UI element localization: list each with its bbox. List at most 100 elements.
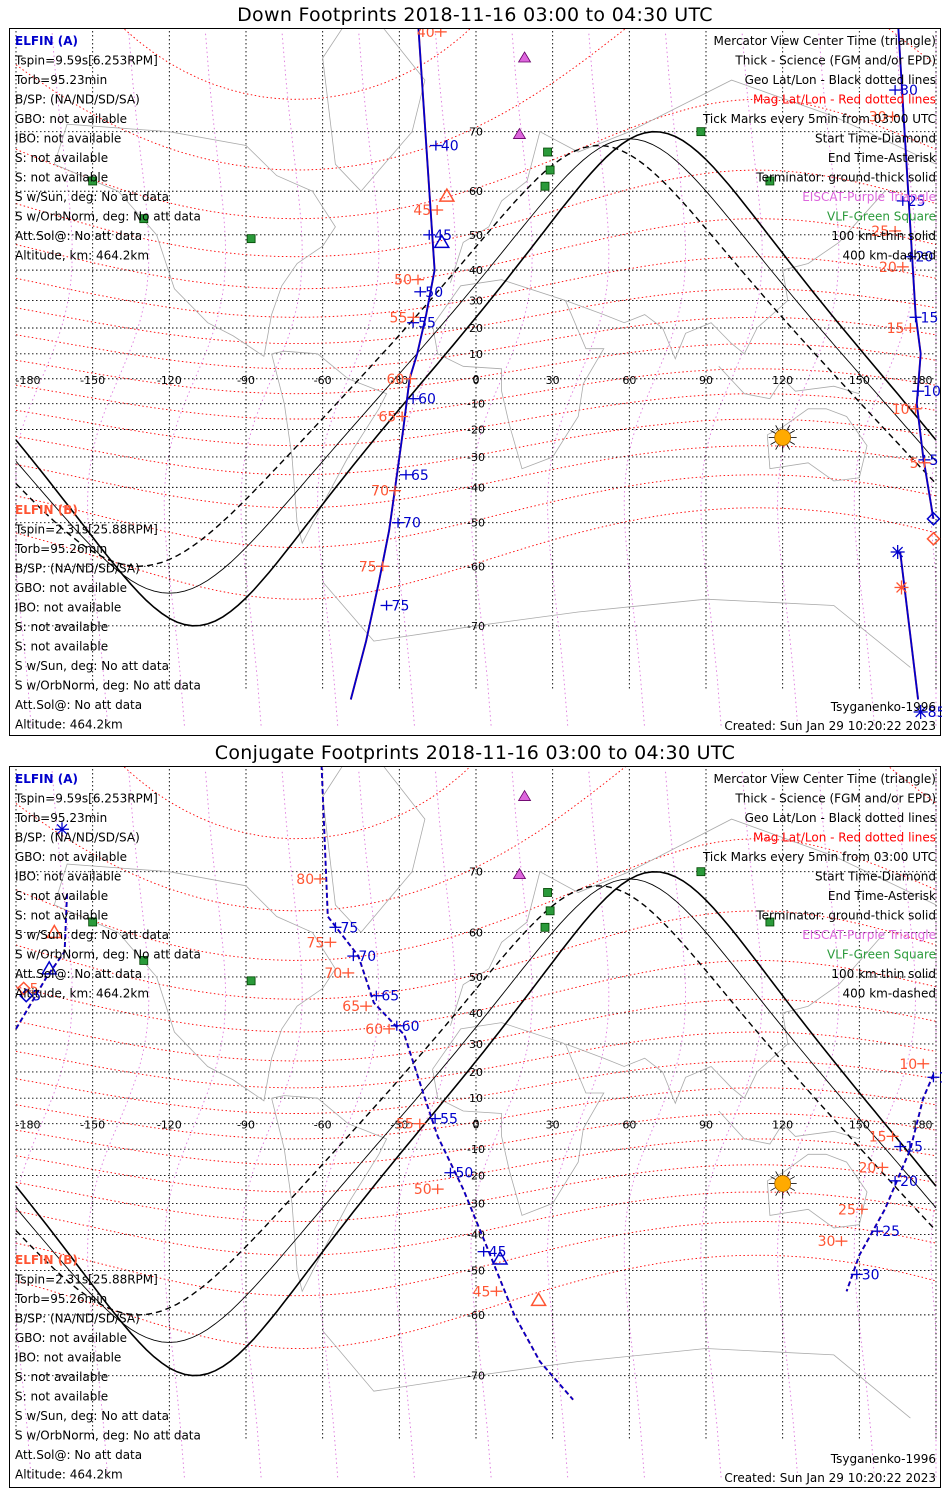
vlf-square xyxy=(543,147,552,157)
lon-tick-label: -30 xyxy=(390,1119,408,1132)
created-label: Created: Sun Jan 29 10:20:22 2023 xyxy=(724,719,936,733)
lon-tick-label: 60 xyxy=(622,1119,636,1132)
lon-tick-label: 60 xyxy=(622,374,636,387)
elfin-b-name: ELFIN (B) xyxy=(15,1253,78,1267)
lat-tick-label: 10 xyxy=(469,348,483,361)
elfin-b-tick-label: 45 xyxy=(473,1284,491,1300)
mag-lon-line xyxy=(853,769,916,1478)
eiscat-triangle xyxy=(512,867,527,880)
elfin-b-info-line: Altitude: 464.2km xyxy=(15,718,123,732)
lat-tick-label: 70 xyxy=(469,126,483,139)
elfin-b-tick-label: 10 xyxy=(899,1057,917,1073)
lon-tick-label: 0 xyxy=(473,374,480,387)
vlf-square xyxy=(246,234,256,244)
elfin-a-tick-label: 10 xyxy=(923,384,941,400)
elfin-a-tick-label: 50 xyxy=(425,285,443,301)
vlf-square xyxy=(139,214,149,224)
elfin-a-tick-label: 70 xyxy=(403,516,421,532)
vlf-square xyxy=(88,917,98,927)
elfin-a-tick-label: 25 xyxy=(882,1224,900,1240)
lon-tick-label: -150 xyxy=(80,1119,105,1132)
legend-line: Geo Lat/Lon - Black dotted lines xyxy=(745,811,936,825)
coastline xyxy=(450,79,937,283)
elfin-b-tick-label: 50 xyxy=(394,273,412,289)
lon-tick-label: -90 xyxy=(237,374,255,387)
elfin-a-tick-label: 55 xyxy=(440,1112,458,1128)
elfin-a-info-line: Att.Sol@: No att data xyxy=(15,967,142,981)
elfin-b-tick-label: 10 xyxy=(892,402,910,418)
elfin-b-info-line: S: not available xyxy=(15,640,108,654)
mag-lon-line xyxy=(317,769,380,1478)
elfin-a-info-line: B/SP: (NA/ND/SD/SA) xyxy=(15,831,140,845)
mag-lat-line xyxy=(15,910,937,1000)
lon-tick-label: 180 xyxy=(912,374,933,387)
panel-title-down: Down Footprints 2018-11-16 03:00 to 04:3… xyxy=(237,4,713,26)
lat-tick-label: 30 xyxy=(469,295,483,308)
mag-lon-line xyxy=(393,769,456,1478)
map-panel-conjugate: -180 -150 -120 -90 -60 -30 0 30 60 90 120 150 180 70 6… xyxy=(9,766,942,1488)
lon-tick-label: 90 xyxy=(699,374,713,387)
elfin-a-tick-label: 25 xyxy=(908,194,926,210)
lat-tick-label: 50 xyxy=(469,229,483,242)
coastline xyxy=(322,29,426,192)
coastline xyxy=(450,818,937,1026)
lon-tick-label: 150 xyxy=(849,374,870,387)
elfin-a-tick-label: 30 xyxy=(862,1267,880,1283)
terminator-100km xyxy=(15,138,937,594)
elfin-b-info-line: S w/OrbNorm, deg: No att data xyxy=(15,679,201,693)
lon-tick-label: -150 xyxy=(80,374,105,387)
legend-line: End Time-Asterisk xyxy=(828,151,936,165)
lon-tick-label: 120 xyxy=(772,1119,793,1132)
legend-line: EISCAT-Purple Triangle xyxy=(802,928,936,942)
coastline xyxy=(322,581,911,668)
lat-tick-label: -40 xyxy=(467,481,485,494)
legend-line: VLF-Green Square xyxy=(827,210,936,224)
legend-line: Mercator View Center Time (triangle) xyxy=(714,772,936,786)
mag-lat-line xyxy=(15,368,937,420)
start-label: 5 xyxy=(30,981,39,997)
elfin-b-info-line: Altitude: 464.2km xyxy=(15,1468,123,1482)
start-diamond xyxy=(926,531,941,546)
elfin-a-tick-label: 50 xyxy=(455,1166,473,1182)
elfin-b-tick-label: 65 xyxy=(378,409,396,425)
elfin-a-info-line: S w/OrbNorm, deg: No att data xyxy=(15,948,201,962)
mag-lat-line xyxy=(15,767,937,912)
mag-lat-line xyxy=(15,1138,937,1193)
coastline xyxy=(766,408,868,482)
mag-lon-line xyxy=(777,769,840,1478)
map-canvas-down: -180 -150 -120 -90 -60 -30 0 30 60 90 120 150 180 70 6… xyxy=(14,29,942,733)
elfin-a-info-line: B/SP: (NA/ND/SD/SA) xyxy=(15,93,140,107)
elfin-a-info-line: GBO: not available xyxy=(15,850,127,864)
elfin-a-tick-label: 55 xyxy=(418,316,436,332)
elfin-b-info-line: S: not available xyxy=(15,1390,108,1404)
vlf-square xyxy=(545,906,555,916)
end-label: 85 xyxy=(928,705,942,721)
lon-tick-label: 150 xyxy=(849,1119,870,1132)
lon-tick-label: 30 xyxy=(546,1119,560,1132)
elfin-b-center-triangle xyxy=(438,187,456,202)
lon-tick-label: -180 xyxy=(16,374,41,387)
elfin-a-track xyxy=(349,29,436,700)
mag-lat-line xyxy=(15,838,937,961)
elfin-b-info-line: IBO: not available xyxy=(15,1351,121,1365)
eiscat-triangle xyxy=(512,127,527,139)
lat-tick-label: 0 xyxy=(473,373,480,386)
coastline xyxy=(565,932,886,1105)
elfin-b-tick-label: 80 xyxy=(296,872,314,888)
start-diamond xyxy=(926,511,941,526)
lat-tick-label: 60 xyxy=(469,185,483,198)
legend-line: 100 km-thin solid xyxy=(831,229,936,243)
elfin-b-tick-label: 40 xyxy=(417,29,435,41)
lat-tick-label: -10 xyxy=(467,398,485,411)
elfin-b-tick-label: 5 xyxy=(910,456,919,472)
map-canvas-conjugate: -180 -150 -120 -90 -60 -30 0 30 60 90 120 150 180706… xyxy=(14,767,942,1485)
mag-lon-line xyxy=(853,31,916,726)
elfin-a-tick-label: 10 xyxy=(938,1070,942,1086)
elfin-b-tick-label: 50 xyxy=(414,1182,432,1198)
elfin-b-tick-label: 70 xyxy=(371,484,389,500)
elfin-a-tick-label: 60 xyxy=(402,1019,420,1035)
vlf-square xyxy=(696,867,706,877)
legend-line: Terminator: ground-thick solid xyxy=(755,171,936,185)
elfin-a-info-line: Att.Sol@: No att data xyxy=(15,229,142,243)
legend-line: End Time-Asterisk xyxy=(828,889,936,903)
